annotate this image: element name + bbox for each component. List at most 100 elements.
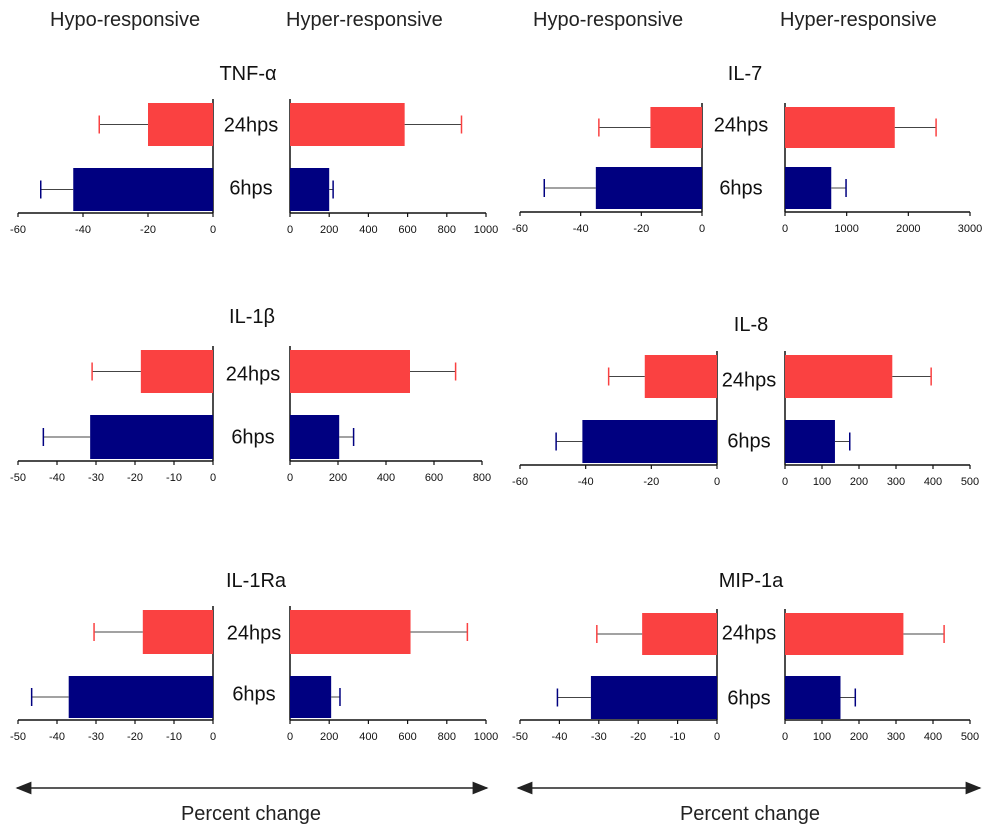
panel-2-category-label-6hps: 6hps xyxy=(231,426,274,448)
panel-1-hyper-bar-24hps xyxy=(785,107,895,148)
panel-1-hyper-bar-6hps xyxy=(785,167,832,209)
panel-1-hypo-bar-6hps xyxy=(595,167,702,209)
panel-2-hypo-tick-label-3: -20 xyxy=(127,472,143,484)
panel-4-hypo-tick-label-2: -30 xyxy=(88,731,104,743)
panel-4-hypo-tick-label-5: 0 xyxy=(210,731,216,743)
panel-0-hyper-tick-label-2: 400 xyxy=(359,224,377,236)
panel-2-hypo-tick-label-4: -10 xyxy=(166,472,182,484)
panel-1-category-label-24hps: 24hps xyxy=(714,114,769,136)
header-hyper-left: Hyper-responsive xyxy=(286,9,443,31)
panel-4-hypo-bar-24hps xyxy=(142,610,213,654)
header-hypo-right: Hypo-responsive xyxy=(533,9,684,31)
panel-4-hyper-bar-24hps xyxy=(290,610,411,654)
panel-3-category-label-6hps: 6hps xyxy=(727,430,770,452)
panel-4-hyper-tick-label-3: 600 xyxy=(398,731,416,743)
panel-4-hyper-tick-label-1: 200 xyxy=(320,731,338,743)
panel-0-category-label-6hps: 6hps xyxy=(229,177,272,199)
panel-4-hyper-tick-label-5: 1000 xyxy=(474,731,498,743)
panel-2-hyper-tick-label-2: 400 xyxy=(377,472,395,484)
panel-5-category-label-6hps: 6hps xyxy=(727,687,770,709)
panel-0-hyper-tick-label-0: 0 xyxy=(287,224,293,236)
panel-3-title: IL-8 xyxy=(734,314,768,336)
panel-0-hypo-tick-label-0: -60 xyxy=(10,224,26,236)
panel-2-hyper-bar-24hps xyxy=(290,350,410,393)
panel-2-hyper-tick-label-1: 200 xyxy=(329,472,347,484)
panel-3-hyper-tick-label-0: 0 xyxy=(782,476,788,488)
panel-5-hypo-tick-label-2: -30 xyxy=(591,731,607,743)
panel-3-category-label-24hps: 24hps xyxy=(722,369,777,391)
panel-4-hypo-tick-label-4: -10 xyxy=(166,731,182,743)
panel-1-hypo-tick-label-0: -60 xyxy=(512,223,528,235)
panel-3-hyper-tick-label-2: 200 xyxy=(850,476,868,488)
panel-5-hypo-tick-label-3: -20 xyxy=(630,731,646,743)
panel-1-category-label-6hps: 6hps xyxy=(719,177,762,199)
panel-1-hypo-tick-label-1: -40 xyxy=(573,223,589,235)
panel-2-hypo-bar-6hps xyxy=(90,415,213,459)
panel-0-hypo-tick-label-1: -40 xyxy=(75,224,91,236)
panel-5-hyper-tick-label-1: 100 xyxy=(813,731,831,743)
panel-3-hypo-bar-6hps xyxy=(582,420,717,463)
panel-2-hyper-bar-6hps xyxy=(290,415,340,459)
panel-5-hyper-tick-label-2: 200 xyxy=(850,731,868,743)
panel-4-hyper-tick-label-2: 400 xyxy=(359,731,377,743)
panel-0-hyper-tick-label-3: 600 xyxy=(398,224,416,236)
panel-0-title: TNF-α xyxy=(219,63,276,85)
panel-1-hyper-tick-label-0: 0 xyxy=(782,223,788,235)
panel-2-category-label-24hps: 24hps xyxy=(226,363,281,385)
panel-1-hypo-tick-label-2: -20 xyxy=(633,223,649,235)
panel-2-hyper-tick-label-4: 800 xyxy=(473,472,491,484)
panel-0-hypo-bar-6hps xyxy=(73,168,213,211)
panel-5-hyper-bar-6hps xyxy=(785,676,841,719)
panel-4-title: IL-1Ra xyxy=(226,570,287,592)
panel-3-hypo-tick-label-2: -20 xyxy=(643,476,659,488)
panel-0-hyper-bar-6hps xyxy=(290,168,330,211)
panel-5-hypo-bar-24hps xyxy=(642,613,717,655)
panel-2-hypo-tick-label-1: -40 xyxy=(49,472,65,484)
panel-3-hyper-bar-24hps xyxy=(785,355,893,398)
panel-4-hypo-bar-6hps xyxy=(68,676,213,718)
panel-1-hypo-tick-label-3: 0 xyxy=(699,223,705,235)
footer-label-left: Percent change xyxy=(181,803,321,825)
panel-0-category-label-24hps: 24hps xyxy=(224,114,279,136)
header-hyper-right: Hyper-responsive xyxy=(780,9,937,31)
panel-5-hyper-tick-label-0: 0 xyxy=(782,731,788,743)
panel-4-hyper-tick-label-0: 0 xyxy=(287,731,293,743)
panel-2-hyper-tick-label-0: 0 xyxy=(287,472,293,484)
panel-5-hyper-tick-label-5: 500 xyxy=(961,731,979,743)
panel-5-title: MIP-1a xyxy=(719,570,784,592)
panel-1-title: IL-7 xyxy=(728,63,762,85)
panel-5-hypo-tick-label-4: -10 xyxy=(670,731,686,743)
panel-5-hypo-tick-label-5: 0 xyxy=(714,731,720,743)
panel-5-hypo-tick-label-1: -40 xyxy=(551,731,567,743)
panel-1-hypo-bar-24hps xyxy=(650,107,702,148)
panel-3-hypo-tick-label-1: -40 xyxy=(578,476,594,488)
panel-0-hypo-tick-label-3: 0 xyxy=(210,224,216,236)
panel-0-hyper-tick-label-1: 200 xyxy=(320,224,338,236)
panel-4-hypo-tick-label-0: -50 xyxy=(10,731,26,743)
panel-3-hyper-bar-6hps xyxy=(785,420,835,463)
panel-3-hyper-tick-label-5: 500 xyxy=(961,476,979,488)
panel-3-hypo-tick-label-0: -60 xyxy=(512,476,528,488)
panel-0-hypo-tick-label-2: -20 xyxy=(140,224,156,236)
panel-4-hyper-bar-6hps xyxy=(290,676,332,718)
panel-1-hyper-tick-label-2: 2000 xyxy=(896,223,920,235)
panel-5-hyper-bar-24hps xyxy=(785,613,904,655)
panel-3-hypo-bar-24hps xyxy=(644,355,717,398)
panel-2-hypo-bar-24hps xyxy=(140,350,213,393)
header-hypo-left: Hypo-responsive xyxy=(50,9,201,31)
panel-3-hypo-tick-label-3: 0 xyxy=(714,476,720,488)
panel-1-hyper-tick-label-3: 3000 xyxy=(958,223,982,235)
panel-5-hypo-bar-6hps xyxy=(590,676,717,719)
panel-5-hypo-tick-label-0: -50 xyxy=(512,731,528,743)
panel-0-hypo-bar-24hps xyxy=(148,103,213,146)
panel-0-hyper-tick-label-4: 800 xyxy=(438,224,456,236)
panel-2-hypo-tick-label-2: -30 xyxy=(88,472,104,484)
panel-4-category-label-24hps: 24hps xyxy=(227,622,282,644)
footer-label-right: Percent change xyxy=(680,803,820,825)
panel-3-hyper-tick-label-3: 300 xyxy=(887,476,905,488)
panel-2-hypo-tick-label-5: 0 xyxy=(210,472,216,484)
panel-5-hyper-tick-label-3: 300 xyxy=(887,731,905,743)
panel-3-hyper-tick-label-4: 400 xyxy=(924,476,942,488)
panel-0-hyper-bar-24hps xyxy=(290,103,405,146)
